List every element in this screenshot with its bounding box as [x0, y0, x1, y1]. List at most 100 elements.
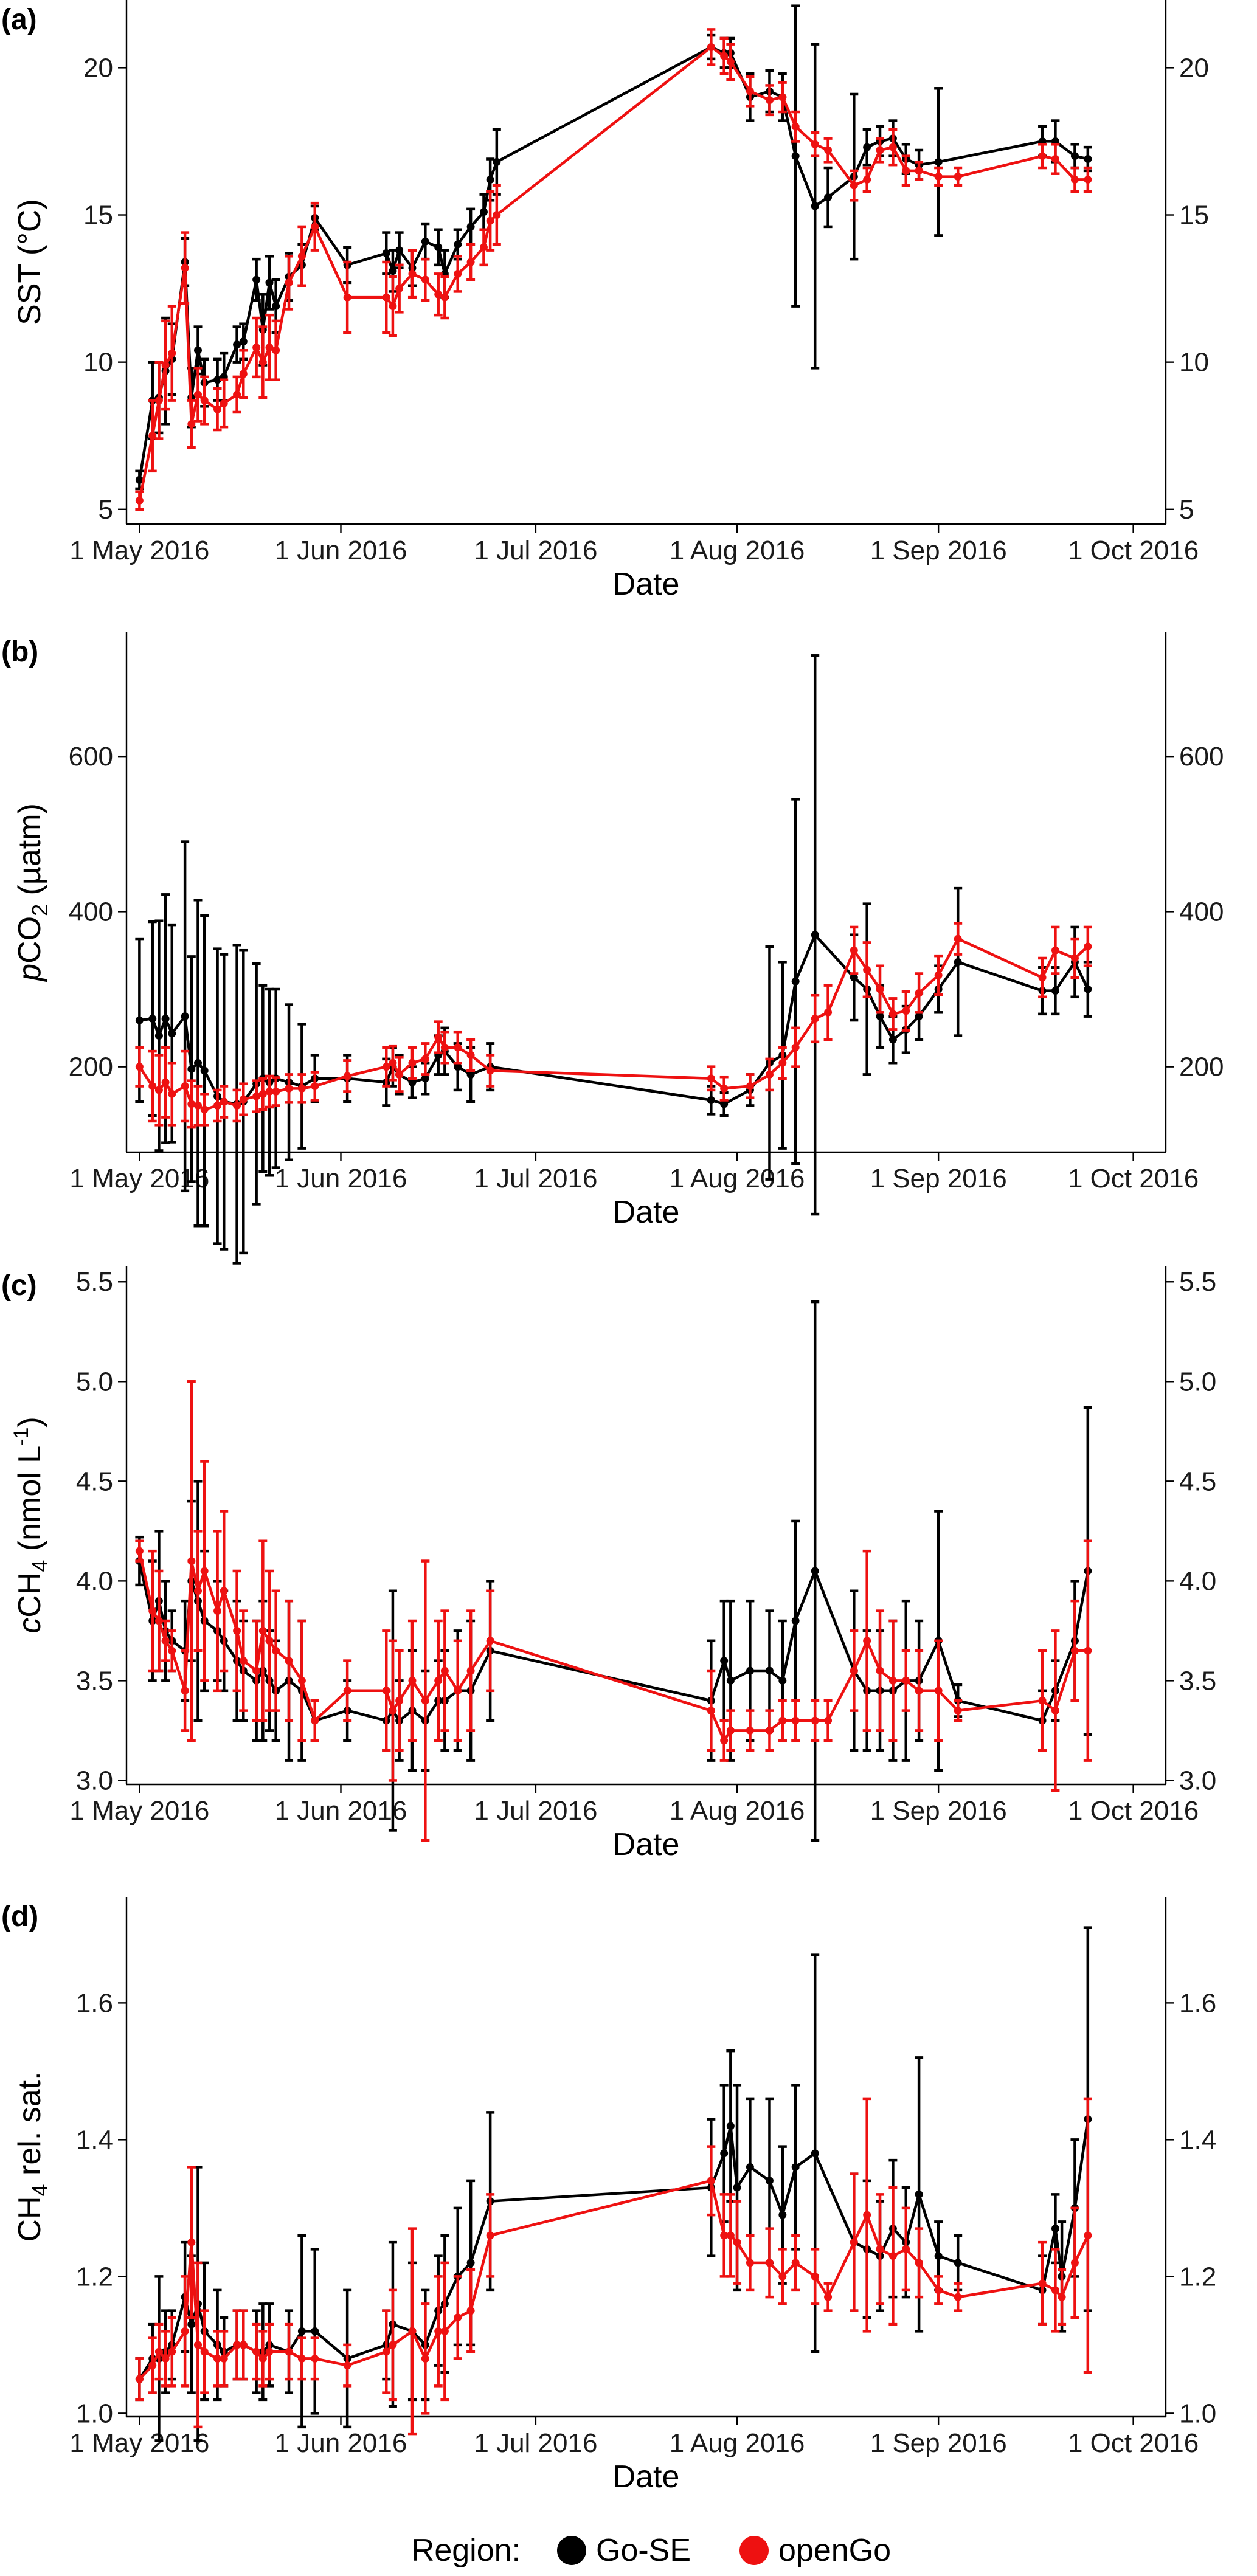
panel-tag: (a) [1, 4, 37, 36]
data-point [726, 1726, 735, 1735]
series-opengo [135, 28, 1092, 511]
y-tick-label-right: 5.0 [1179, 1367, 1216, 1397]
data-point [220, 399, 228, 407]
data-point [1084, 1646, 1092, 1655]
data-point [493, 211, 501, 219]
data-point [791, 1617, 800, 1625]
x-tick-label: 1 Jun 2016 [275, 2428, 407, 2458]
x-tick-label: 1 May 2016 [69, 536, 209, 565]
data-point [434, 243, 443, 252]
data-point [168, 2347, 176, 2356]
data-point [934, 971, 943, 979]
data-point [466, 223, 475, 231]
data-point [395, 246, 404, 255]
data-point [778, 2272, 787, 2281]
y-tick-label-left: 3.5 [76, 1666, 113, 1696]
y-tick-label-left: 20 [83, 53, 113, 83]
data-point [454, 269, 462, 278]
data-point [915, 167, 923, 175]
data-point [1070, 175, 1079, 184]
data-point [888, 143, 897, 151]
data-point [252, 343, 261, 351]
series-line [138, 2179, 1089, 2380]
data-point [187, 1557, 196, 1566]
x-tick-label: 1 Sep 2016 [870, 1796, 1007, 1826]
data-point [791, 2163, 800, 2171]
y-tick-label-right: 10 [1179, 348, 1209, 378]
y-tick-label-left: 1.2 [76, 2262, 113, 2291]
data-point [440, 2327, 449, 2335]
data-point [421, 1696, 429, 1705]
data-point [233, 2341, 241, 2349]
data-point [272, 1087, 280, 1096]
y-axis-title: pCO2 (µatm) [12, 803, 52, 982]
panel-tag: (c) [1, 1269, 37, 1302]
data-point [454, 1063, 462, 1071]
data-point [733, 2183, 741, 2192]
data-point [824, 146, 833, 154]
data-point [193, 2341, 202, 2349]
data-point [765, 96, 774, 105]
data-point [1051, 2225, 1059, 2233]
y-tick-label-left: 15 [83, 201, 113, 230]
data-point [252, 2347, 261, 2356]
data-point [252, 1092, 261, 1100]
data-point [200, 396, 209, 405]
data-point [161, 1078, 170, 1086]
data-point [434, 2327, 443, 2335]
legend-label: openGo [778, 2533, 891, 2568]
data-point [726, 58, 735, 66]
y-tick-label-right: 3.0 [1179, 1766, 1216, 1795]
data-point [382, 1063, 390, 1071]
data-point [135, 1547, 144, 1555]
data-point [311, 2327, 319, 2335]
data-point [297, 1084, 306, 1093]
x-tick-label: 1 Oct 2016 [1068, 1796, 1199, 1826]
x-tick-label: 1 Jun 2016 [275, 536, 407, 565]
data-point [466, 258, 475, 266]
data-point [915, 2259, 923, 2267]
series-line [138, 937, 1089, 1111]
data-point [454, 240, 462, 249]
y-axis-title-part: CH [12, 2196, 47, 2242]
y-tick-label-left: 4.0 [76, 1566, 113, 1596]
data-point [915, 1687, 923, 1695]
y-axis-title-part: (µatm) [12, 803, 47, 904]
y-axis-title-part: rel. sat. [12, 2071, 47, 2184]
data-point [791, 1716, 800, 1725]
x-tick-label: 1 May 2016 [69, 2428, 209, 2458]
x-tick-label: 1 May 2016 [69, 1164, 209, 1193]
data-point [1084, 942, 1092, 951]
data-point [389, 2341, 397, 2349]
data-point [343, 1072, 351, 1080]
legend: Region: Go-SE openGo [412, 2533, 891, 2568]
data-point [239, 2341, 248, 2349]
data-point [915, 989, 923, 997]
x-axis-title: Date [613, 1827, 680, 1862]
data-point [850, 973, 858, 982]
series-line [138, 2119, 1090, 2380]
data-point [200, 2347, 209, 2356]
data-point [1038, 152, 1047, 161]
data-point [161, 2354, 170, 2363]
data-point [161, 1015, 170, 1023]
x-tick-label: 1 Jul 2016 [474, 2428, 597, 2458]
data-point [408, 1676, 417, 1685]
y-tick-label-right: 3.5 [1179, 1666, 1216, 1696]
data-point [135, 1016, 144, 1024]
data-point [408, 1078, 417, 1086]
data-point [733, 2238, 741, 2246]
data-point [486, 175, 494, 184]
data-point [811, 1015, 819, 1023]
data-point [181, 2327, 189, 2335]
x-tick-label: 1 Sep 2016 [870, 2428, 1007, 2458]
data-point [876, 2245, 884, 2253]
data-point [272, 346, 280, 354]
data-point [389, 1058, 397, 1067]
data-point [421, 237, 429, 246]
data-point [954, 1707, 962, 1715]
data-point [233, 390, 241, 399]
data-point [168, 1089, 176, 1098]
panel-c: (c) 3.0 3.0 3.5 3.5 4.0 4.0 4.5 4.5 5.0 5.0 5.5 5.5 1… [1, 1266, 1216, 1862]
